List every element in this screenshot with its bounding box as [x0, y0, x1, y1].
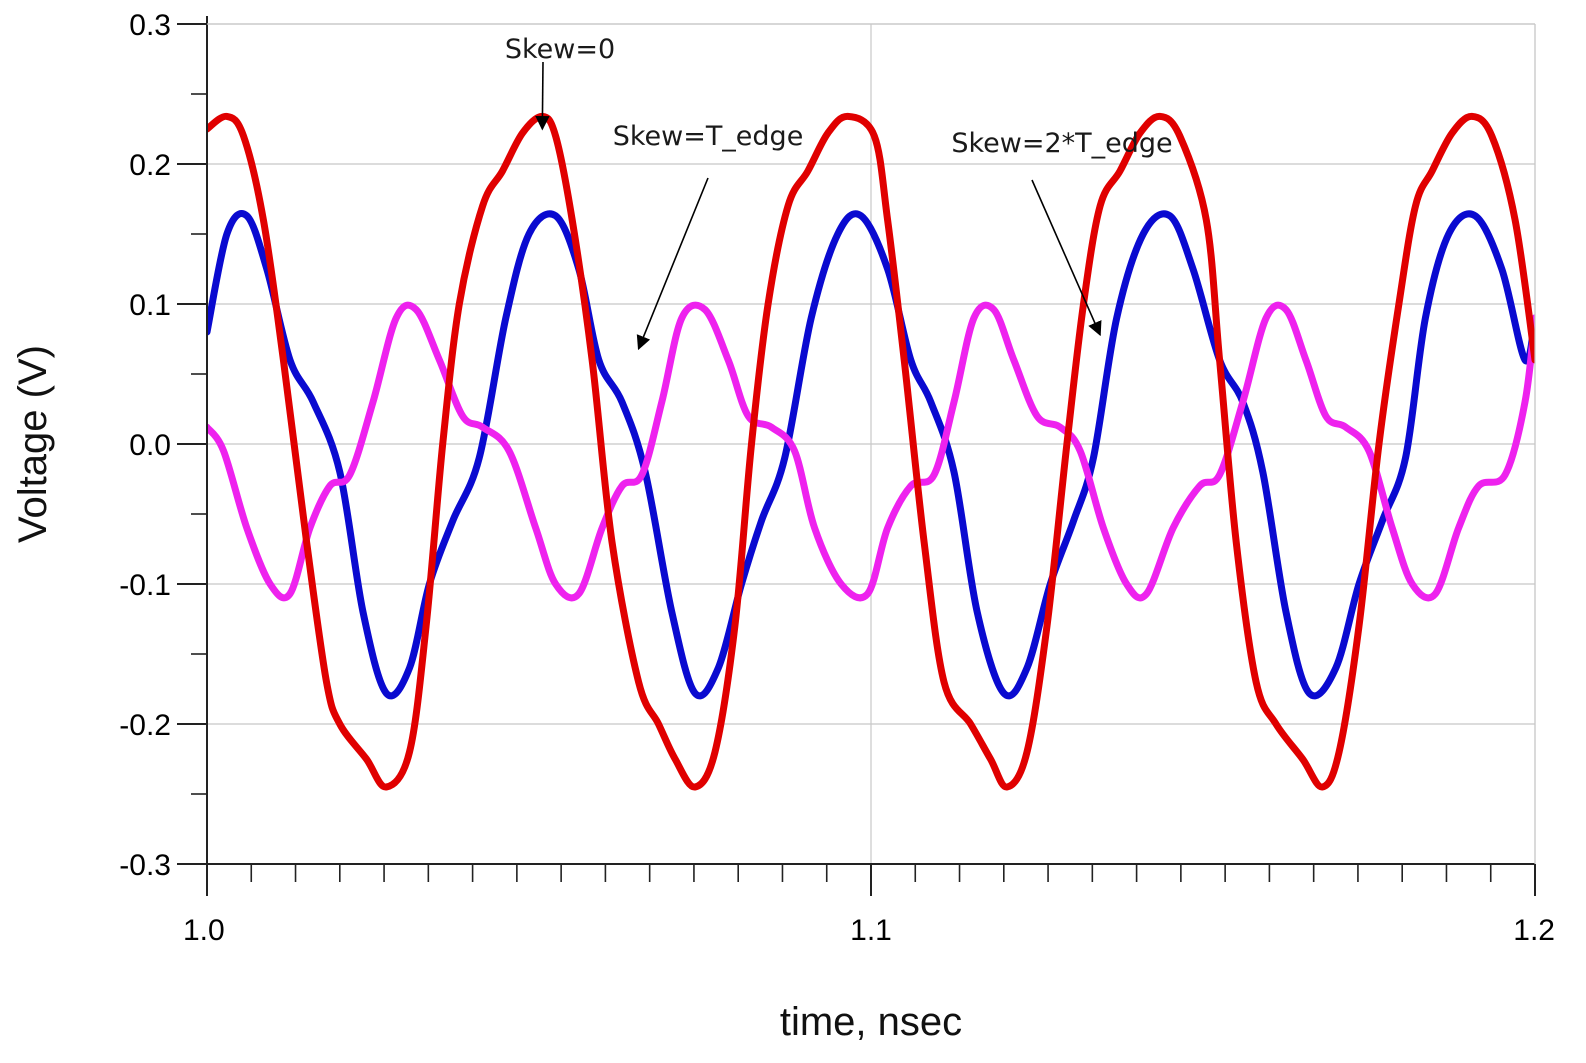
x-tick-label: 1.0 [183, 914, 225, 947]
series-group [207, 112, 1535, 791]
series-line-red [207, 112, 1535, 791]
y-tick-label: 0.3 [129, 9, 171, 42]
annotation-label: Skew=T_edge [613, 121, 804, 152]
axis-ticks: 0.3 0.2 0.1 0.0 -0.1 -0.2 -0.3 1.0 1.1 1.2 [119, 9, 1555, 947]
series-line-magenta [207, 301, 1535, 602]
x-axis-title: time, nsec [780, 1000, 962, 1044]
y-tick-label: 0.2 [129, 149, 171, 182]
y-tick-label: -0.2 [119, 709, 171, 742]
y-tick-label: 0.0 [129, 429, 171, 462]
x-tick-label: 1.1 [850, 914, 892, 947]
annotation-arrow [1031, 179, 1102, 337]
y-tick-label: 0.1 [129, 289, 171, 322]
y-axis-title: Voltage (V) [11, 345, 55, 543]
series-line-blue [207, 210, 1535, 700]
annotation-label: Skew=2*T_edge [951, 128, 1172, 159]
annotation-arrow [636, 177, 709, 351]
y-tick-label: -0.3 [119, 849, 171, 882]
y-tick-label: -0.1 [119, 569, 171, 602]
annotation-arrow [535, 61, 550, 131]
x-tick-label: 1.2 [1513, 914, 1555, 947]
annotation-label: Skew=0 [505, 34, 615, 65]
annotations: Skew=0 Skew=T_edge Skew=2*T_edge [505, 34, 1173, 351]
